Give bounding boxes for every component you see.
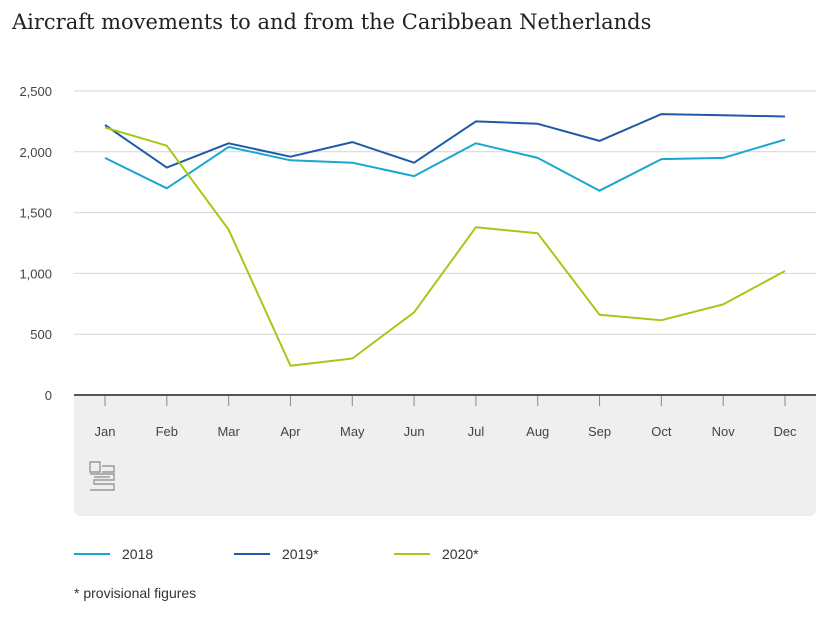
legend-swatch-2018 bbox=[74, 553, 110, 555]
x-tick-label: May bbox=[340, 424, 365, 439]
line-chart: 0 500 1,000 1,500 2,000 2,500 Jan Feb Mar Apr May… bbox=[19, 84, 816, 516]
x-tick-label: Jul bbox=[468, 424, 485, 439]
x-tick-label: Jan bbox=[95, 424, 116, 439]
x-tick-labels: Jan Feb Mar Apr May Jun Jul Aug Sep Oct Nov Dec bbox=[95, 395, 797, 439]
legend-swatch-2019 bbox=[234, 553, 270, 555]
x-tick-label: Sep bbox=[588, 424, 611, 439]
x-tick-label: Dec bbox=[773, 424, 797, 439]
series-line-2020 bbox=[104, 126, 786, 367]
x-tick-label: Jun bbox=[404, 424, 425, 439]
series-lines bbox=[104, 113, 786, 367]
y-tick-label: 1,500 bbox=[19, 206, 52, 221]
y-tick-label: 500 bbox=[30, 327, 52, 342]
y-tick-label: 0 bbox=[45, 388, 52, 403]
x-tick-label: Oct bbox=[651, 424, 672, 439]
legend-item-2018: 2018 bbox=[74, 546, 234, 562]
legend: 2018 2019* 2020* bbox=[74, 546, 554, 562]
chart-title: Aircraft movements to and from the Carib… bbox=[12, 10, 652, 34]
legend-item-2019: 2019* bbox=[234, 546, 394, 562]
x-tick-label: Apr bbox=[280, 424, 301, 439]
series-line-2018 bbox=[104, 138, 786, 192]
x-axis-band bbox=[74, 396, 816, 516]
cbs-logo bbox=[89, 461, 115, 491]
y-tick-label: 2,000 bbox=[19, 145, 52, 160]
legend-label: 2020* bbox=[442, 546, 479, 562]
legend-item-2020: 2020* bbox=[394, 546, 554, 562]
x-tick-label: Mar bbox=[217, 424, 240, 439]
x-tick-label: Nov bbox=[712, 424, 736, 439]
legend-label: 2018 bbox=[122, 546, 154, 562]
y-tick-label: 1,000 bbox=[19, 266, 52, 281]
series-line-2019 bbox=[104, 113, 786, 169]
x-tick-label: Feb bbox=[156, 424, 178, 439]
x-tick-label: Aug bbox=[526, 424, 549, 439]
gridlines bbox=[74, 90, 816, 335]
y-tick-label: 2,500 bbox=[19, 84, 52, 99]
y-tick-labels: 0 500 1,000 1,500 2,000 2,500 bbox=[19, 84, 52, 403]
legend-swatch-2020 bbox=[394, 553, 430, 555]
legend-label: 2019* bbox=[282, 546, 319, 562]
footnote: * provisional figures bbox=[74, 585, 197, 601]
